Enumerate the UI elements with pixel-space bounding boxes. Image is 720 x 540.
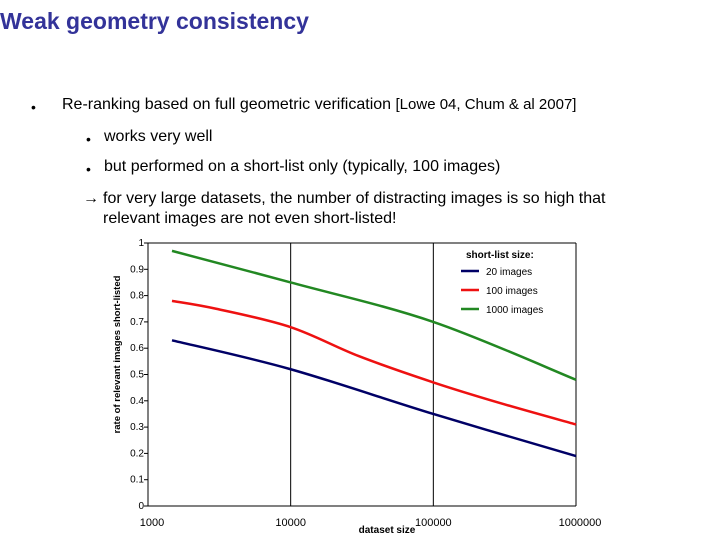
- y-tick-label: 0.5: [130, 370, 144, 381]
- y-tick-label: 1: [138, 238, 144, 249]
- bullet-dot: •: [31, 99, 36, 115]
- arrow-bullet: → for very large datasets, the number of …: [83, 189, 605, 229]
- y-tick-label: 0.9: [130, 264, 144, 275]
- main-bullet-text: Re-ranking based on full geometric verif…: [62, 96, 392, 113]
- series-line-1: [171, 339, 577, 458]
- y-tick-label: 0.4: [130, 396, 144, 407]
- sub-bullet-1: works very well: [104, 128, 213, 145]
- y-tick-label: 0.1: [130, 475, 144, 486]
- y-tick-label: 0.2: [130, 448, 144, 459]
- x-tick-label: 1000000: [559, 517, 602, 529]
- y-tick-label: 0.3: [130, 422, 144, 433]
- main-bullet-reference: [Lowe 04, Chum & al 2007]: [395, 96, 577, 113]
- x-tick-label: 100000: [415, 517, 452, 529]
- y-axis-label: rate of relevant images short-listed: [112, 275, 123, 433]
- y-tick-label: 0.8: [130, 291, 144, 302]
- arrow-bullet-line-2: relevant images are not even short-liste…: [103, 210, 397, 227]
- y-tick-label: 0.6: [130, 343, 144, 354]
- x-tick-label: 1000: [140, 517, 164, 529]
- legend-entry: 100 images: [486, 286, 538, 297]
- y-tick-label: 0: [138, 501, 144, 512]
- legend-entry: 20 images: [486, 267, 532, 278]
- legend-entry: 1000 images: [486, 305, 543, 316]
- arrow-bullet-line-1: for very large datasets, the number of d…: [103, 190, 606, 207]
- x-tick-label: 10000: [275, 517, 306, 529]
- series-line-3: [171, 249, 577, 381]
- legend-title: short-list size:: [466, 250, 534, 261]
- main-bullet: Re-ranking based on full geometric verif…: [62, 96, 576, 114]
- y-tick-label: 0.7: [130, 317, 144, 328]
- x-axis-label: dataset size: [359, 525, 416, 536]
- arrow-right-icon: →: [83, 190, 99, 207]
- sub-bullet-2: but performed on a short-list only (typi…: [104, 158, 501, 175]
- series-line-2: [171, 299, 577, 426]
- sub-bullet-dot: •: [86, 161, 91, 177]
- slide-title: Weak geometry consistency: [0, 8, 309, 34]
- sub-bullet-dot: •: [86, 131, 91, 147]
